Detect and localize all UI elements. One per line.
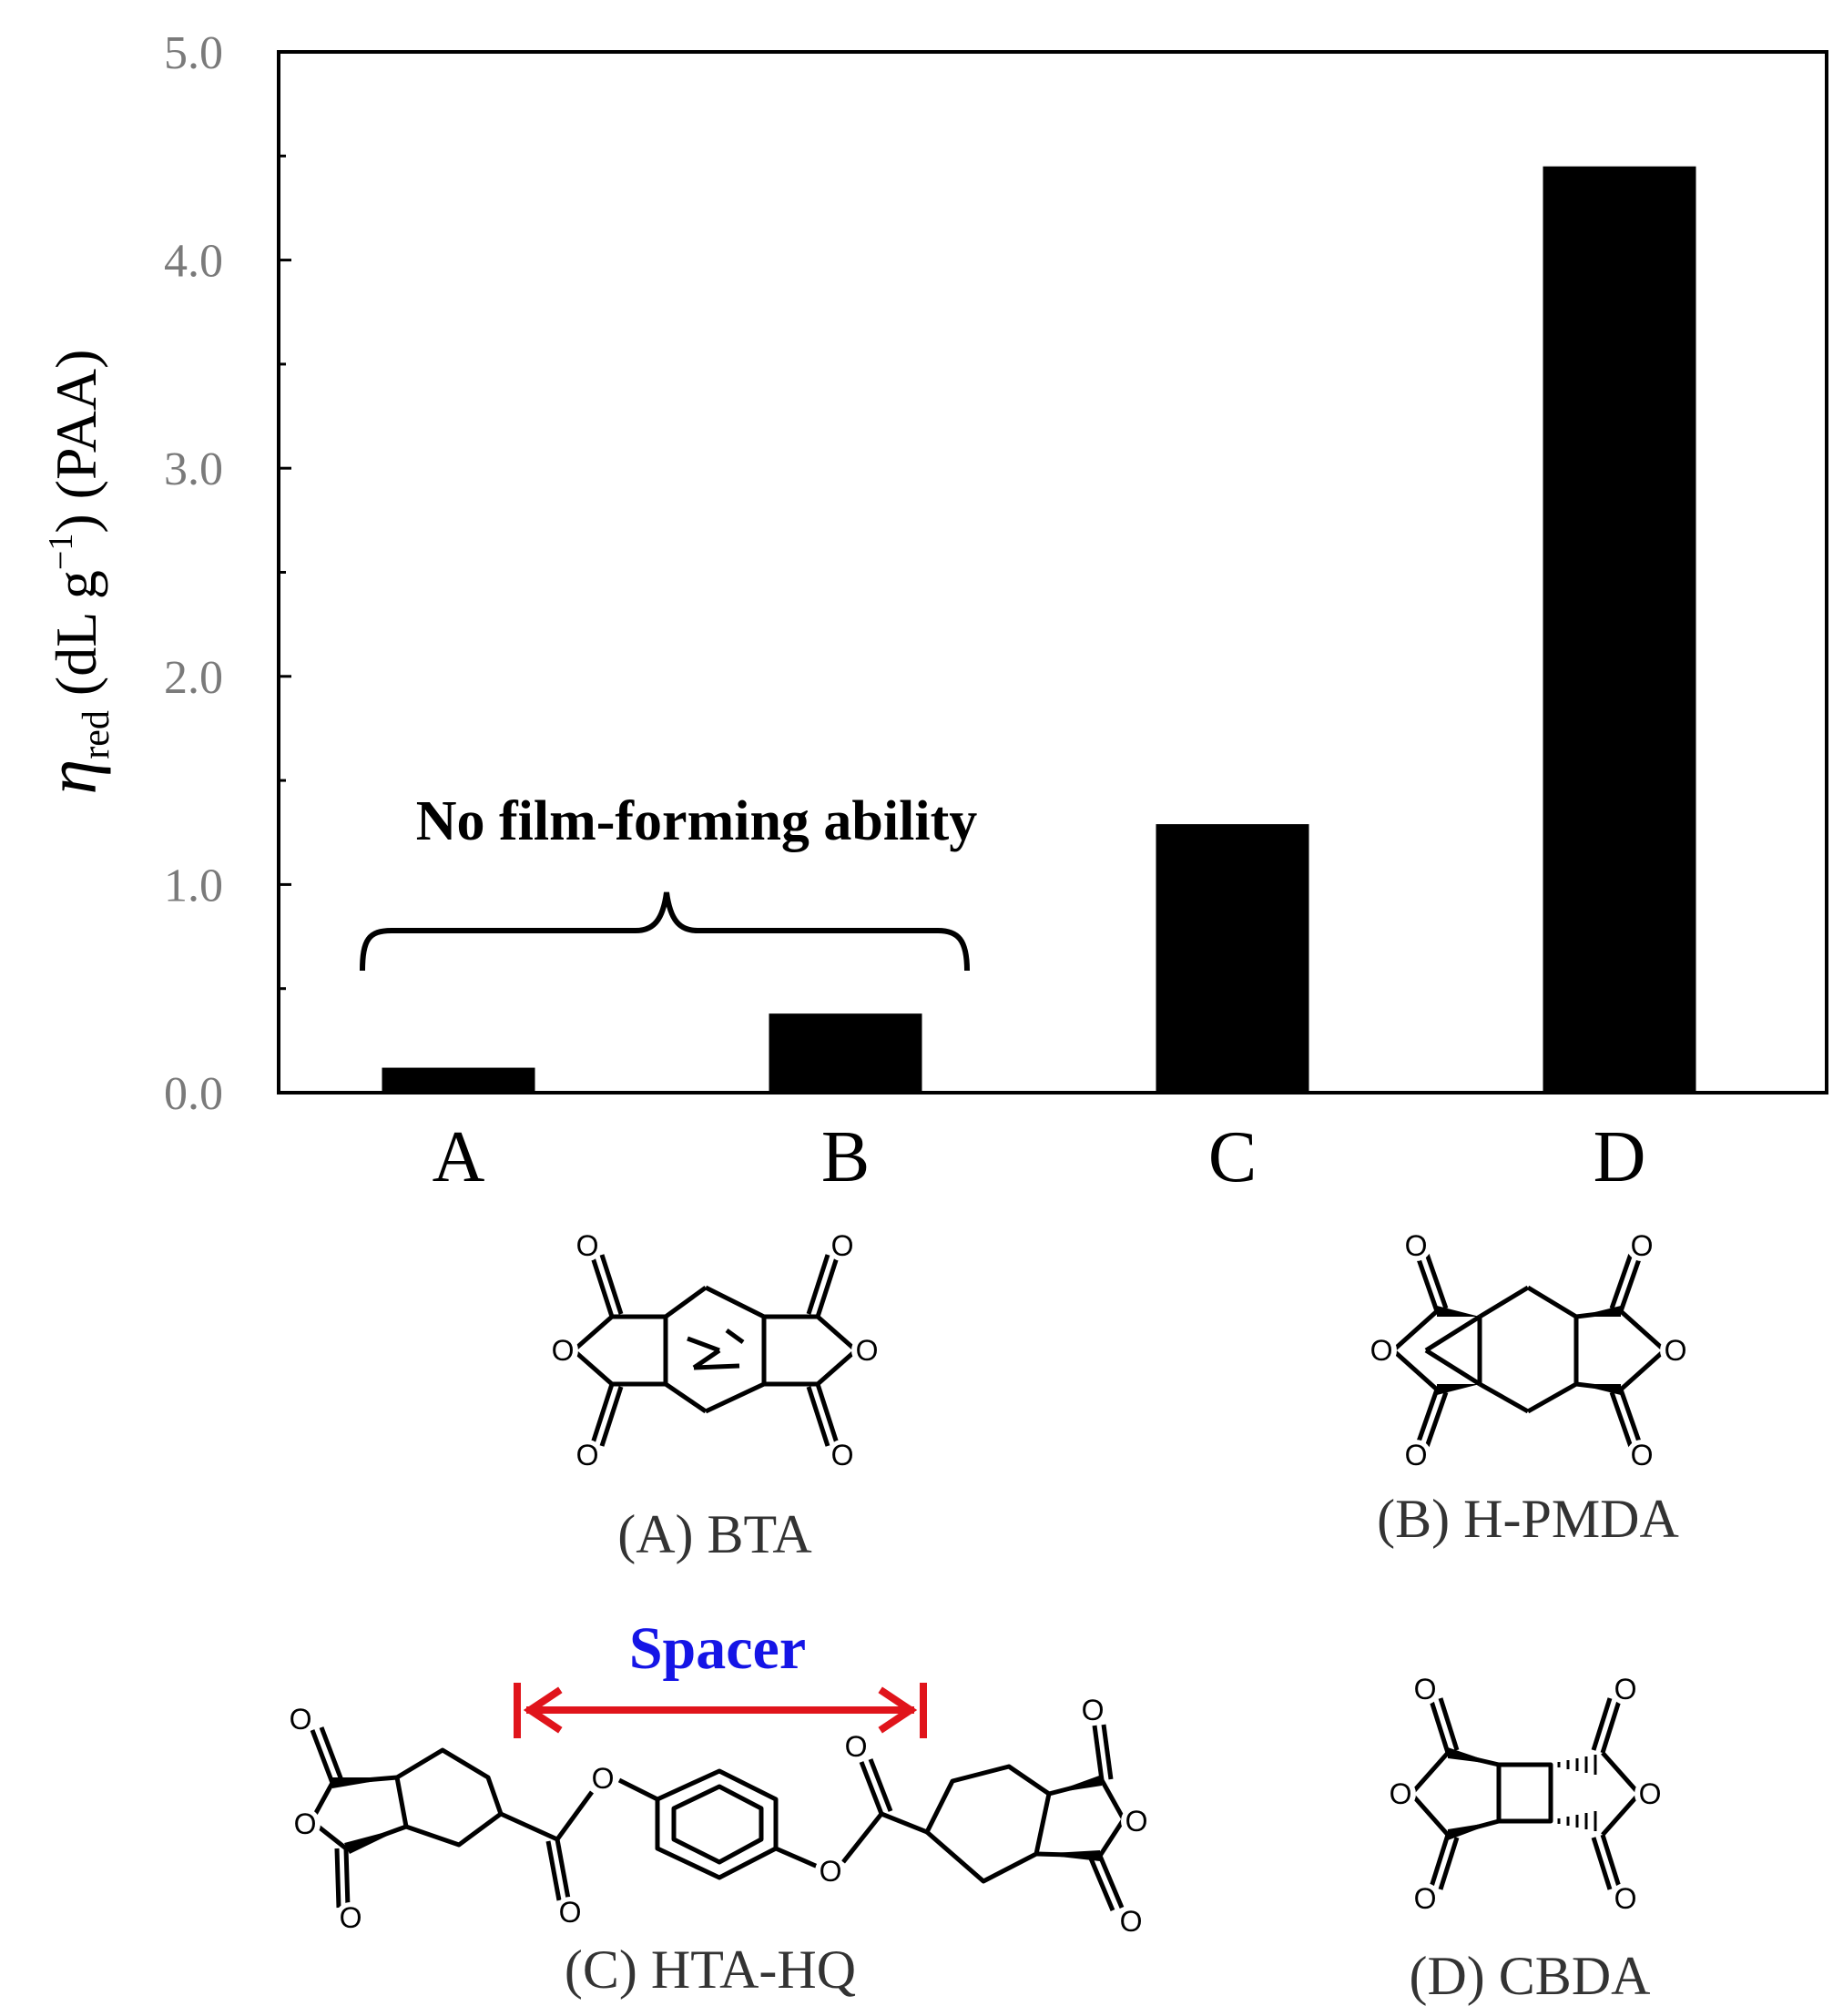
- y-tick-label: 1.0: [164, 860, 223, 911]
- bar-c: [1156, 824, 1309, 1093]
- structure-bta: [572, 1254, 858, 1447]
- y-tick-label: 3.0: [164, 443, 223, 495]
- bars: [382, 166, 1696, 1094]
- bar-a: [382, 1067, 535, 1093]
- x-tick-label: B: [821, 1117, 870, 1197]
- wedge-bonds-b: [1437, 1306, 1621, 1395]
- hashed-bonds-d: [1557, 1755, 1597, 1831]
- wedge-bonds-c: [332, 1775, 1102, 1861]
- annotation-brace: [360, 891, 970, 972]
- spacer-arrow: [514, 1683, 927, 1738]
- x-tick-label: A: [433, 1117, 485, 1197]
- y-axis-label: ηred (dL g−1) (PAA): [32, 350, 117, 795]
- y-tick-label: 2.0: [164, 652, 223, 704]
- y-axis-ticks: 0.0 1.0 2.0 3.0 4.0 5.0: [164, 27, 291, 1120]
- annotation-text: No film-forming ability: [416, 790, 978, 852]
- x-tick-labels: A B C D: [433, 1117, 1646, 1197]
- bar-d: [1543, 166, 1696, 1094]
- x-tick-label: D: [1594, 1117, 1646, 1197]
- spacer-label: Spacer: [629, 1615, 806, 1682]
- bar-chart: 0.0 1.0 2.0 3.0 4.0 5.0 A B C D ηred (dL g−1) (P…: [32, 27, 1828, 1197]
- structure-cbda: [1410, 1697, 1641, 1890]
- structure-label-c: (C) HTA-HQ: [565, 1940, 856, 2000]
- y-tick-label: 5.0: [164, 27, 223, 79]
- y-tick-label: 0.0: [164, 1068, 223, 1120]
- y-tick-label: 4.0: [164, 236, 223, 288]
- wedge-bonds-d: [1448, 1747, 1499, 1840]
- x-tick-label: C: [1208, 1117, 1257, 1197]
- structure-h-pmda: [1391, 1253, 1666, 1448]
- structure-hta-hq: [309, 1724, 1126, 1911]
- bar-b: [769, 1013, 922, 1093]
- structure-label-a: (A) BTA: [617, 1504, 812, 1564]
- structure-label-b: (B) H-PMDA: [1377, 1489, 1679, 1549]
- structure-label-d: (D) CBDA: [1410, 1946, 1651, 2006]
